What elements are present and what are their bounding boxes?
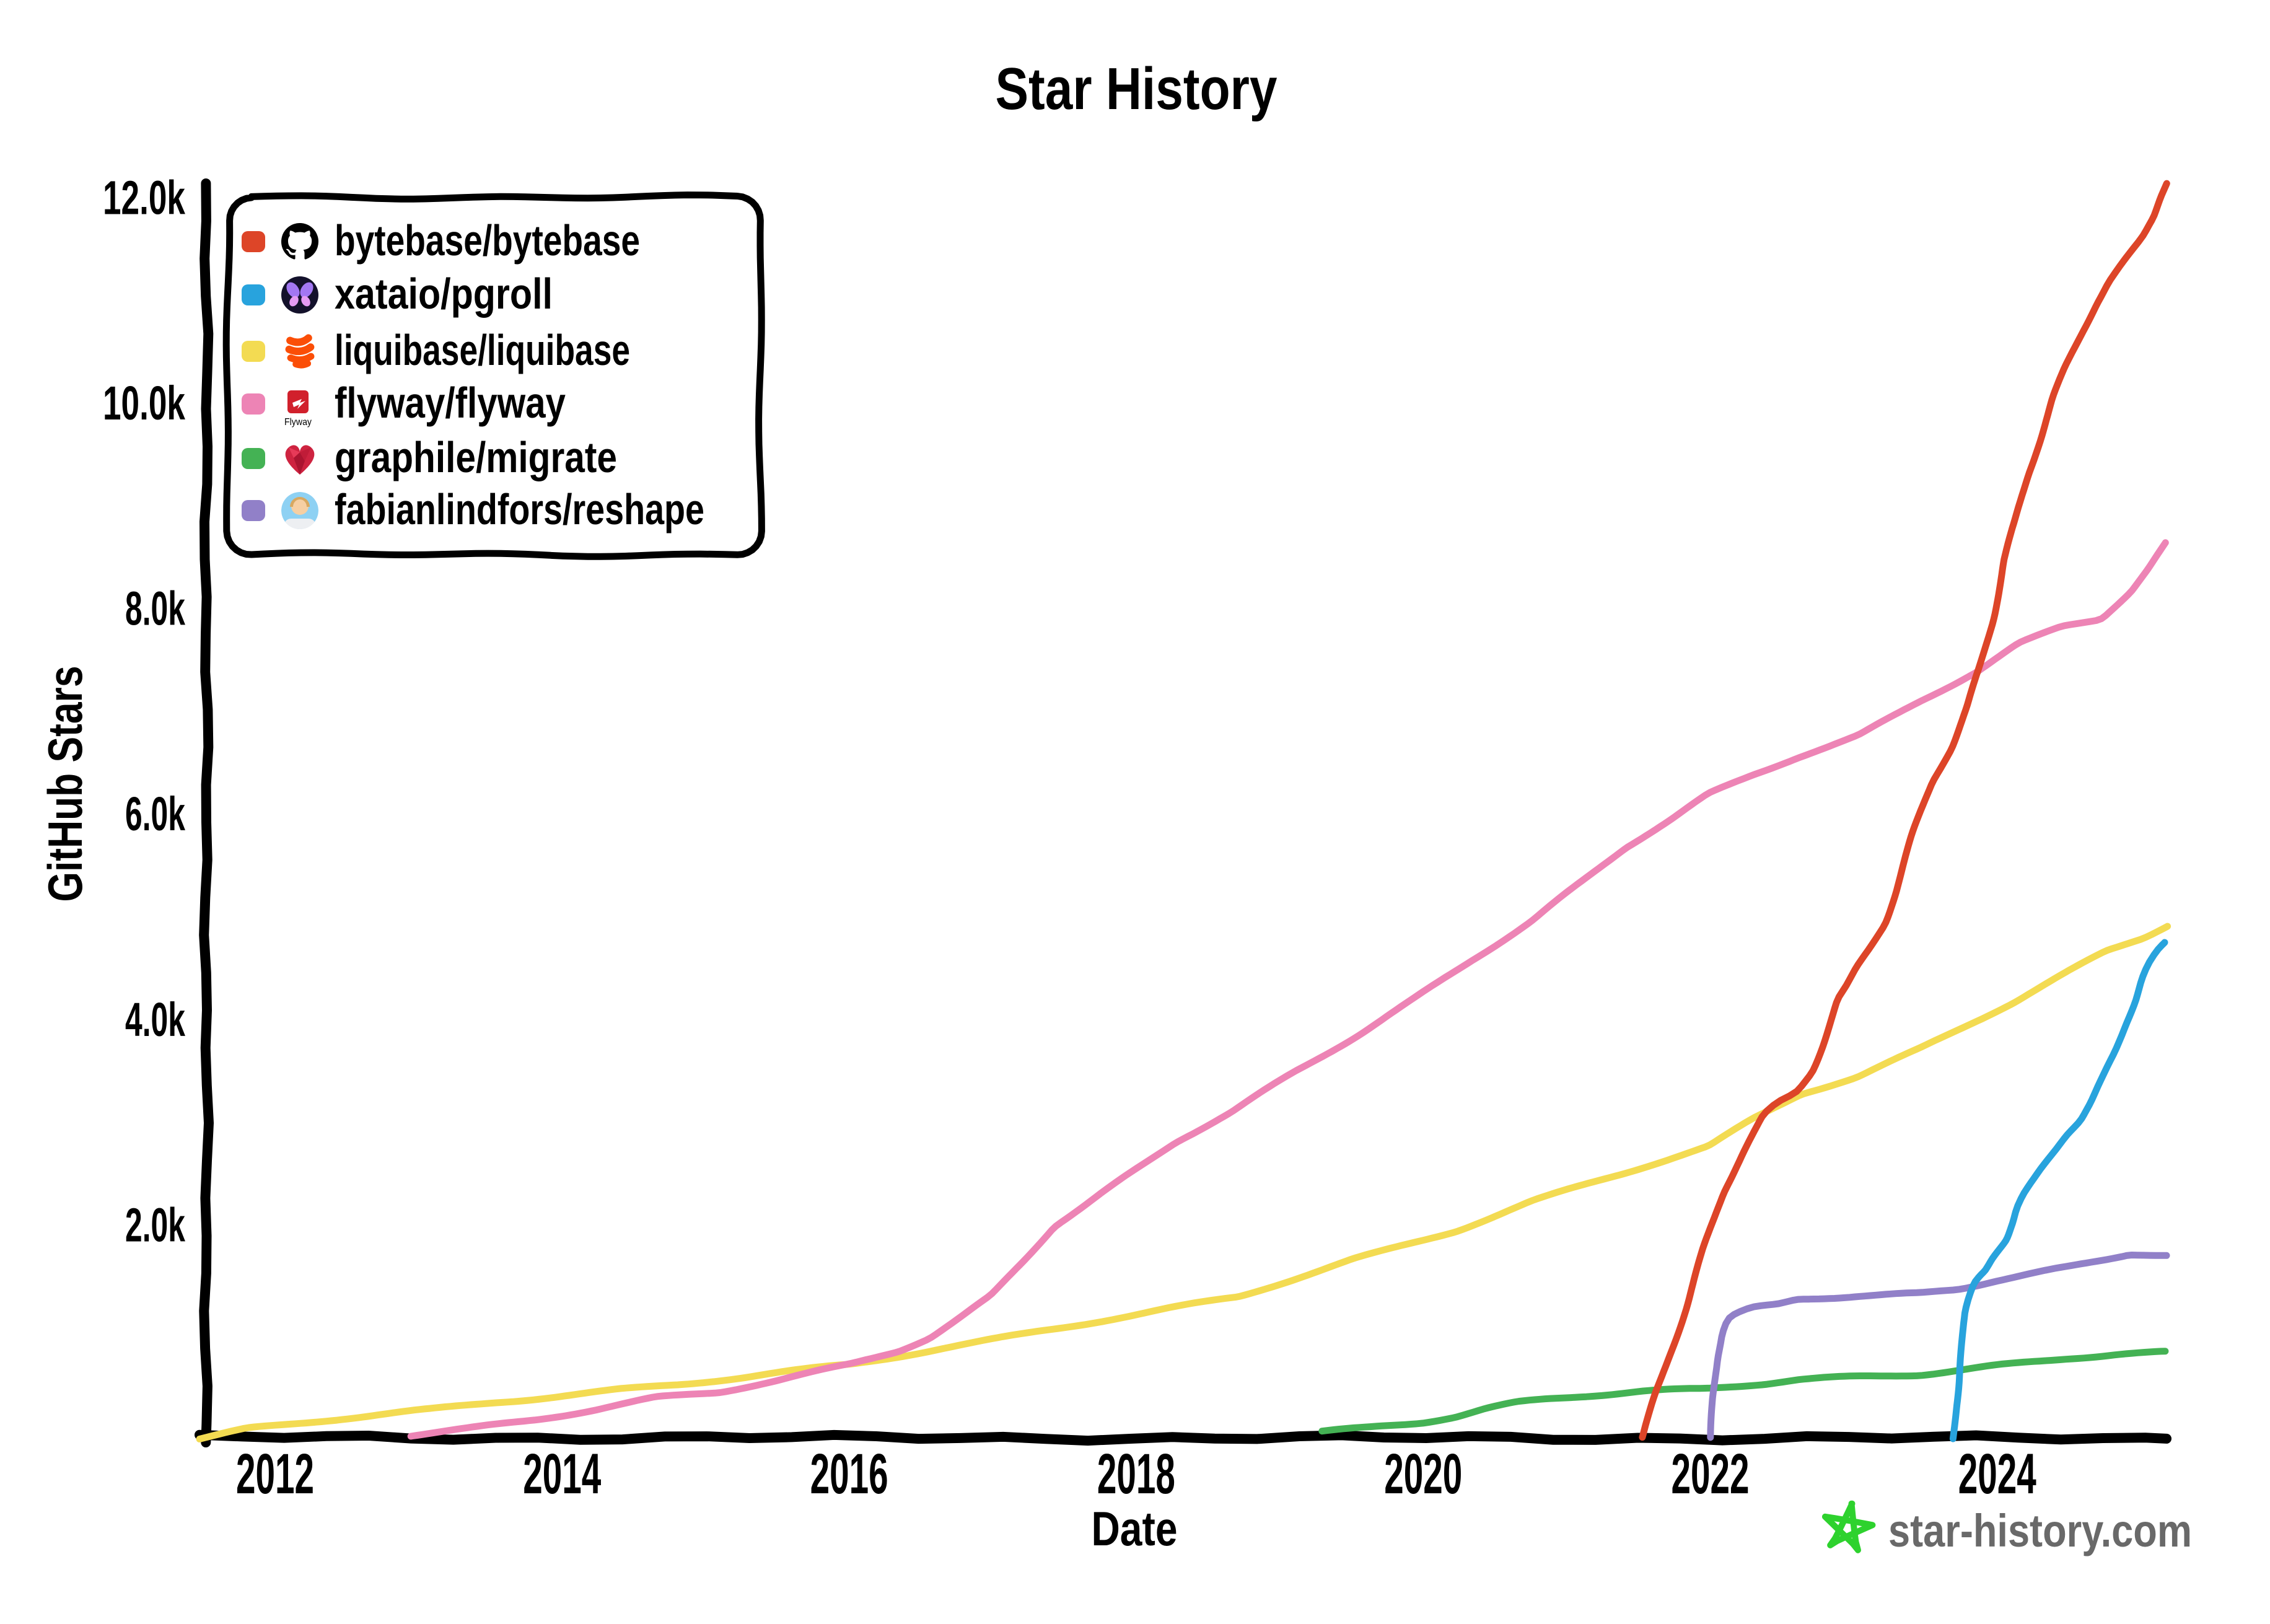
svg-text:2020: 2020 (1384, 1442, 1462, 1506)
svg-text:star-history.com: star-history.com (1888, 1505, 2192, 1556)
svg-text:2024: 2024 (1958, 1442, 2036, 1506)
svg-text:2.0k: 2.0k (125, 1198, 185, 1252)
svg-text:2012: 2012 (236, 1442, 314, 1506)
svg-text:liquibase/liquibase: liquibase/liquibase (335, 326, 630, 374)
svg-text:Date: Date (1092, 1501, 1178, 1556)
svg-text:flyway/flyway: flyway/flyway (335, 379, 566, 427)
svg-text:graphile/migrate: graphile/migrate (335, 433, 617, 481)
svg-text:2022: 2022 (1672, 1442, 1750, 1506)
svg-text:fabianlindfors/reshape: fabianlindfors/reshape (335, 485, 704, 533)
svg-text:8.0k: 8.0k (125, 582, 185, 636)
svg-text:Flyway: Flyway (284, 417, 312, 428)
svg-text:bytebase/bytebase: bytebase/bytebase (335, 216, 640, 265)
svg-text:2014: 2014 (523, 1442, 601, 1506)
svg-text:2016: 2016 (810, 1442, 888, 1506)
svg-text:xataio/pgroll: xataio/pgroll (335, 270, 553, 318)
svg-text:6.0k: 6.0k (125, 788, 185, 841)
svg-text:2018: 2018 (1097, 1442, 1175, 1506)
svg-text:GitHub Stars: GitHub Stars (38, 666, 92, 902)
svg-text:10.0k: 10.0k (103, 377, 185, 430)
svg-text:4.0k: 4.0k (125, 993, 185, 1047)
svg-text:Star History: Star History (996, 56, 1277, 122)
svg-text:12.0k: 12.0k (103, 171, 185, 224)
